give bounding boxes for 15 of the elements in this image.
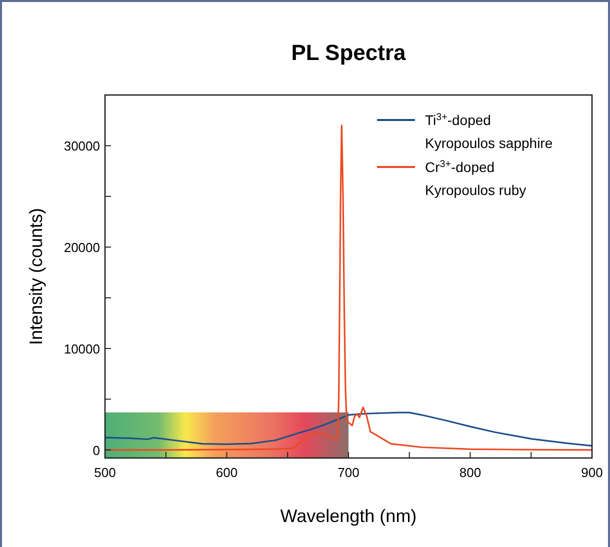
y-tick-label: 10000 bbox=[64, 341, 100, 356]
x-tick-label: 700 bbox=[338, 465, 360, 480]
x-axis-title: Wavelength (nm) bbox=[280, 506, 417, 526]
line-series bbox=[104, 412, 593, 447]
y-tick-label: 20000 bbox=[64, 240, 100, 256]
x-tick-label: 900 bbox=[581, 465, 603, 480]
x-tick-label: 800 bbox=[459, 465, 482, 480]
x-tick-label: 600 bbox=[216, 465, 238, 480]
legend-label: Ti$^{3+}$-doped Kyropoulos sapphire bbox=[425, 112, 553, 151]
y-axis-title: Intensity (counts) bbox=[26, 208, 46, 346]
legend-label: Cr$^{3+}$-doped Kyropoulos ruby bbox=[425, 158, 526, 198]
chart-title: PL Spectra bbox=[291, 40, 407, 65]
y-tick-label: 0 bbox=[92, 442, 100, 458]
y-tick-label: 30000 bbox=[64, 138, 100, 154]
x-tick-label: 500 bbox=[94, 465, 116, 480]
